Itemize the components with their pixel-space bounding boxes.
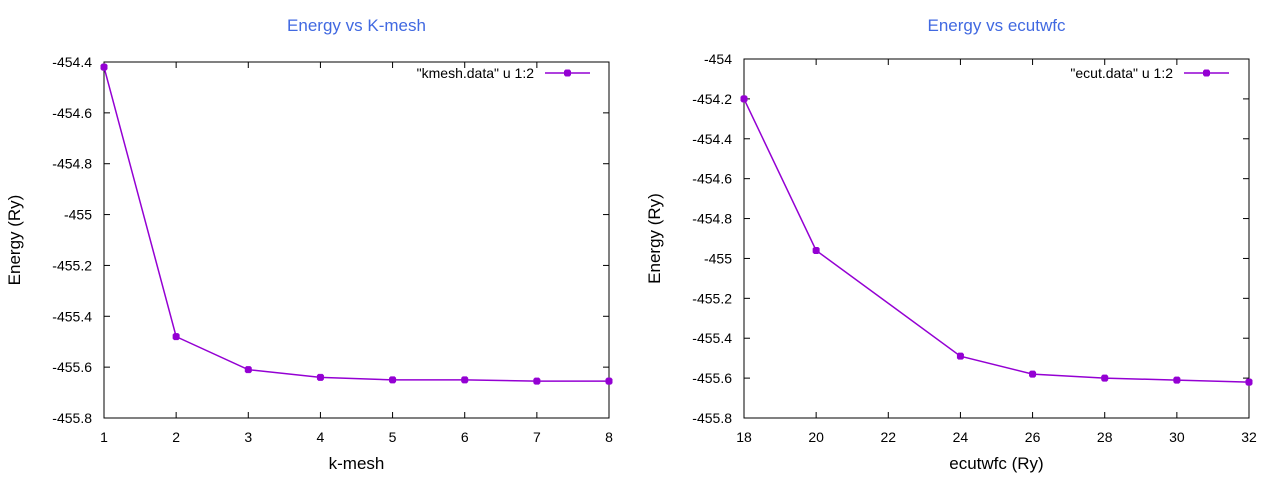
chart1-data-point [244, 366, 252, 374]
chart2-data-point [812, 246, 820, 254]
chart1-data-point [533, 377, 541, 385]
chart2-y-tick-label: -455 [704, 250, 732, 266]
chart1-plot-frame [103, 61, 610, 419]
chart1-y-tick-label: -455 [64, 207, 92, 223]
chart2-y-tick-label: -455.4 [692, 330, 732, 346]
chart1-x-tick-label: 8 [605, 429, 613, 445]
chart1-y-tick-label: -455.8 [52, 410, 92, 426]
chart1-y-tick-label: -454.6 [52, 105, 92, 121]
chart2-data-point [1029, 370, 1037, 378]
chart1-x-axis-label: k-mesh [329, 454, 385, 473]
chart2-x-tick-label: 20 [808, 429, 824, 445]
chart1-x-tick-label: 3 [244, 429, 252, 445]
chart1-y-tick-label: -454.8 [52, 156, 92, 172]
chart2-data-point [956, 352, 964, 360]
chart2-x-tick-label: 28 [1097, 429, 1113, 445]
chart1-title: Energy vs K-mesh [287, 16, 426, 35]
chart2-y-axis-label: Energy (Ry) [645, 193, 664, 284]
chart1-legend-marker [564, 69, 571, 77]
chart2-data-point [1245, 378, 1253, 386]
chart1-y-axis-label: Energy (Ry) [5, 195, 24, 286]
chart1-data-point [100, 63, 108, 71]
chart1-data-point [605, 377, 613, 385]
chart2-y-tick-label: -455.2 [692, 290, 732, 306]
chart1-data-point [316, 373, 324, 381]
chart2-y-tick-label: -454 [704, 51, 732, 67]
chart2-y-tick-label: -454.6 [692, 171, 732, 187]
chart2-x-axis-label: ecutwfc (Ry) [949, 454, 1043, 473]
chart1-x-tick-label: 7 [533, 429, 541, 445]
chart1-x-tick-label: 6 [461, 429, 469, 445]
chart2-series-line [743, 98, 1250, 383]
chart2-y-tick-label: -454.4 [692, 131, 732, 147]
chart1-y-tick-label: -455.6 [52, 359, 92, 375]
chart2-y-tick-label: -454.2 [692, 91, 732, 107]
chart1-x-tick-label: 2 [172, 429, 180, 445]
chart2-x-tick-label: 24 [953, 429, 969, 445]
chart2-x-tick-label: 18 [736, 429, 752, 445]
chart1-legend-label: "kmesh.data" u 1:2 [417, 65, 535, 81]
chart2-data-point [1101, 374, 1109, 382]
chart1-x-tick-label: 4 [317, 429, 325, 445]
chart1-data-point [461, 376, 469, 384]
chart1-y-tick-label: -455.4 [52, 308, 92, 324]
chart2-legend-label: "ecut.data" u 1:2 [1070, 65, 1173, 81]
chart1-y-tick-label: -454.4 [52, 54, 92, 70]
chart2-x-tick-label: 32 [1241, 429, 1257, 445]
chart2-x-tick-label: 22 [880, 429, 896, 445]
chart1-data-point [389, 376, 397, 384]
chart2-data-point [1173, 376, 1181, 384]
chart1-x-tick-label: 5 [389, 429, 397, 445]
chart1-data-point [172, 333, 180, 341]
chart2-legend-marker [1203, 69, 1210, 77]
chart2-data-point [740, 95, 748, 103]
chart1-series-line [103, 66, 609, 382]
chart1-y-tick-label: -455.2 [52, 257, 92, 273]
chart2-title: Energy vs ecutwfc [928, 16, 1066, 35]
chart2-x-tick-label: 30 [1169, 429, 1185, 445]
chart2-x-tick-label: 26 [1025, 429, 1041, 445]
chart2-plot-frame [743, 58, 1250, 419]
chart2-y-tick-label: -455.6 [692, 370, 732, 386]
chart2-y-tick-label: -455.8 [692, 410, 732, 426]
chart1-x-tick-label: 1 [100, 429, 108, 445]
chart2-y-tick-label: -454.8 [692, 211, 732, 227]
